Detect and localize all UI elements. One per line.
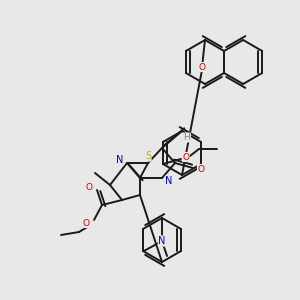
Text: N: N xyxy=(116,155,124,165)
Text: N: N xyxy=(165,176,173,186)
Text: S: S xyxy=(145,151,151,161)
Text: O: O xyxy=(197,164,205,173)
Text: O: O xyxy=(82,218,89,227)
Text: O: O xyxy=(199,62,206,71)
Text: N: N xyxy=(158,236,166,246)
Text: O: O xyxy=(182,152,189,161)
Text: H: H xyxy=(184,133,190,142)
Text: O: O xyxy=(85,182,92,191)
